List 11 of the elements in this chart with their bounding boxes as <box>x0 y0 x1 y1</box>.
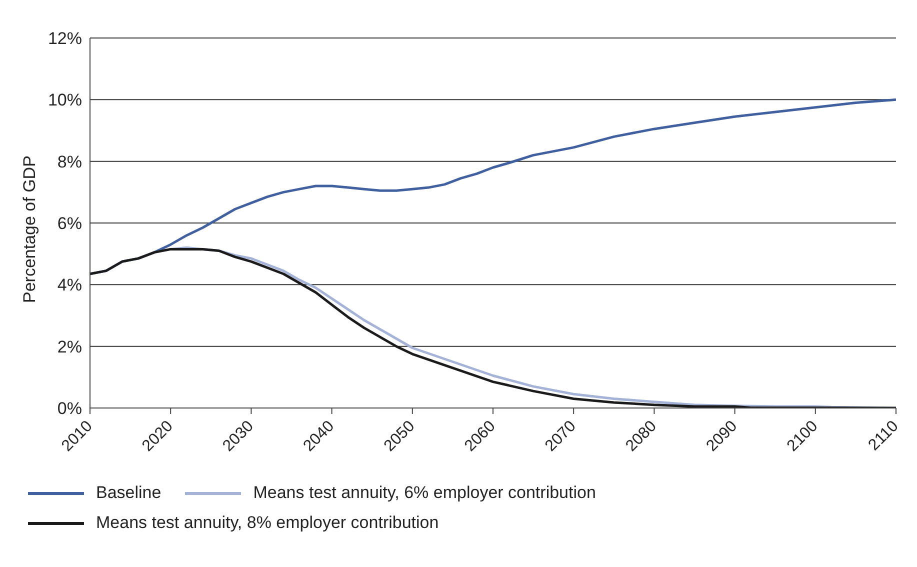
y-tick-label: 10% <box>48 90 82 110</box>
y-tick-label: 8% <box>57 152 82 172</box>
y-tick-label: 2% <box>57 337 82 356</box>
y-tick-label: 0% <box>57 399 82 418</box>
legend-label: Means test annuity, 8% employer contribution <box>96 513 439 533</box>
y-tick-label: 4% <box>57 276 82 295</box>
y-axis-title: Percentage of GDP <box>20 156 40 303</box>
legend-label: Baseline <box>96 483 162 503</box>
y-tick-label: 6% <box>57 214 82 234</box>
y-tick-label: 12% <box>48 29 82 48</box>
legend-label: Means test annuity, 6% employer contribution <box>253 483 596 503</box>
